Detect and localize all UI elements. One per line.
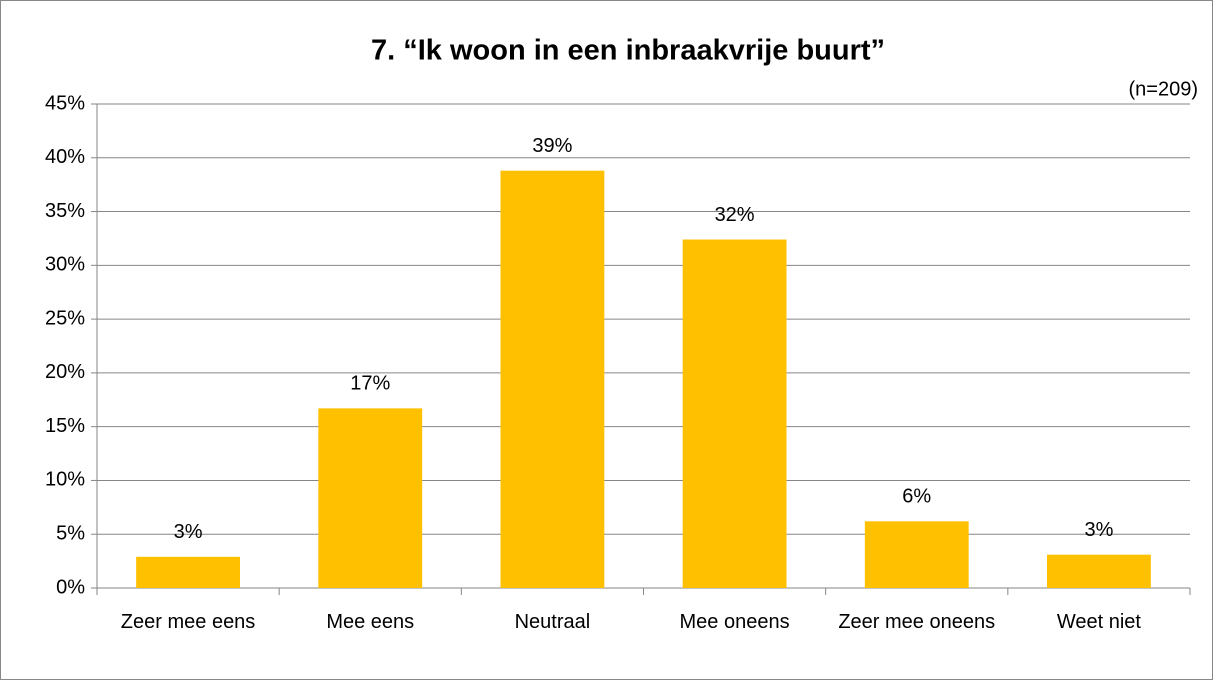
value-label: 39% — [532, 135, 572, 157]
value-label: 3% — [174, 521, 203, 543]
chart-subtitle: (n=209) — [1129, 78, 1199, 100]
x-tick-label: Neutraal — [514, 611, 591, 633]
y-tick-label: 35% — [45, 200, 85, 222]
x-tick-label: Mee eens — [326, 611, 415, 633]
bar — [500, 170, 605, 588]
y-tick-label: 0% — [56, 576, 85, 598]
bar — [1046, 554, 1151, 588]
x-tick-label: Zeer mee oneens — [838, 611, 996, 633]
y-tick-label: 45% — [45, 92, 85, 114]
y-tick-label: 40% — [45, 146, 85, 168]
value-label: 3% — [1084, 519, 1113, 541]
x-tick-label: Mee oneens — [679, 611, 790, 633]
x-tick-label: Weet niet — [1056, 611, 1141, 633]
y-tick-label: 15% — [45, 415, 85, 437]
value-label: 32% — [715, 204, 755, 226]
x-tick-label: Zeer mee eens — [120, 611, 256, 633]
chart-title: 7. “Ik woon in een inbraakvrije buurt” — [371, 35, 885, 67]
value-label: 6% — [902, 486, 931, 508]
bar — [864, 521, 969, 588]
bar — [318, 408, 423, 588]
y-tick-label: 5% — [56, 523, 85, 545]
y-tick-label: 25% — [45, 307, 85, 329]
bar — [136, 556, 241, 588]
y-tick-label: 10% — [45, 469, 85, 491]
value-label: 17% — [350, 373, 390, 395]
bar — [682, 239, 787, 588]
y-tick-label: 20% — [45, 361, 85, 383]
y-tick-label: 30% — [45, 254, 85, 276]
